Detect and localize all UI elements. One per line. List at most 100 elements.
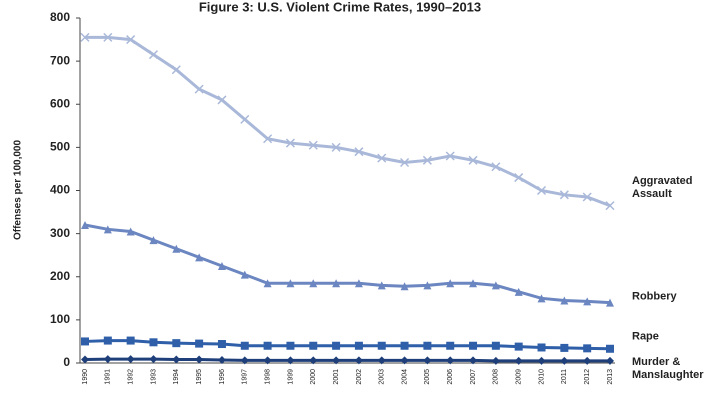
marker [103, 225, 112, 234]
marker [606, 356, 614, 365]
marker [309, 341, 318, 350]
series-line [84, 223, 611, 305]
marker [491, 341, 500, 350]
marker [331, 142, 341, 152]
marker [469, 279, 478, 288]
x-tick-label: 2002 [356, 369, 363, 385]
marker [469, 341, 478, 350]
marker [446, 356, 455, 365]
x-tick-label: 1999 [287, 369, 294, 385]
marker [605, 201, 615, 211]
marker [195, 355, 204, 364]
marker [354, 341, 363, 350]
marker [537, 294, 546, 303]
marker [103, 336, 112, 345]
marker [423, 341, 432, 350]
marker [217, 95, 227, 105]
x-tick-label: 2000 [310, 369, 317, 385]
x-tick-label: 1997 [242, 369, 249, 385]
series-label: Robbery [632, 290, 677, 303]
marker [400, 356, 409, 365]
marker [309, 279, 318, 288]
x-tick-label: 1998 [264, 369, 271, 385]
x-tick-label: 2001 [333, 369, 340, 385]
x-tick-label: 2009 [516, 369, 523, 385]
marker [582, 192, 592, 202]
y-tick-label: 600 [50, 96, 70, 110]
x-tick-label: 1995 [196, 369, 203, 385]
marker [172, 355, 181, 364]
marker [332, 341, 341, 350]
marker [606, 298, 614, 307]
marker [126, 227, 135, 236]
y-tick-label: 800 [50, 10, 70, 24]
marker [400, 282, 409, 291]
marker [583, 297, 592, 306]
y-tick-label: 700 [50, 53, 70, 67]
marker [149, 338, 158, 347]
marker [354, 279, 363, 288]
marker [446, 341, 455, 350]
series-label: Aggravated Assault [632, 174, 693, 200]
series-label: Rape [632, 330, 659, 343]
marker [126, 35, 136, 45]
marker [194, 84, 204, 94]
x-tick-label: 2005 [424, 369, 431, 385]
series-line [85, 35, 611, 207]
marker [559, 190, 569, 200]
x-tick-label: 1992 [127, 369, 134, 385]
x-tick-label: 2008 [493, 369, 500, 385]
marker [377, 281, 386, 290]
x-tick-label: 2007 [470, 369, 477, 385]
marker [126, 355, 135, 364]
x-tick-label: 2010 [538, 369, 545, 385]
y-axis-label: Offenses per 100,000 [13, 140, 24, 240]
marker [172, 339, 181, 348]
marker [217, 261, 226, 270]
marker [81, 337, 89, 346]
series-line [84, 339, 611, 351]
marker [286, 356, 295, 365]
marker [149, 236, 158, 245]
marker [308, 140, 318, 150]
marker [240, 341, 249, 350]
x-tick-label: 2006 [447, 369, 454, 385]
marker [195, 253, 204, 262]
marker [537, 356, 546, 365]
marker [240, 114, 250, 124]
marker [354, 147, 364, 157]
chart-title: Figure 3: U.S. Violent Crime Rates, 1990… [199, 0, 481, 14]
x-tick-label: 2004 [401, 369, 408, 385]
marker [217, 355, 226, 364]
marker [285, 138, 295, 148]
marker [263, 134, 273, 144]
marker [240, 270, 249, 279]
marker [514, 173, 524, 183]
marker [103, 355, 112, 364]
marker [606, 344, 614, 353]
x-tick-label: 2013 [607, 369, 614, 385]
marker [445, 151, 455, 161]
marker [423, 281, 432, 290]
marker [240, 356, 249, 365]
marker [491, 162, 501, 172]
x-tick-label: 1993 [150, 369, 157, 385]
marker [377, 153, 387, 163]
marker [400, 157, 410, 167]
marker [422, 155, 432, 165]
marker [446, 279, 455, 288]
marker [377, 341, 386, 350]
marker [217, 340, 226, 349]
marker [491, 281, 500, 290]
marker [537, 343, 546, 352]
marker [560, 356, 569, 365]
marker [195, 339, 204, 348]
marker [263, 279, 272, 288]
marker [172, 244, 181, 253]
marker [81, 221, 89, 229]
marker [514, 356, 523, 365]
marker [400, 341, 409, 350]
marker [583, 344, 592, 353]
